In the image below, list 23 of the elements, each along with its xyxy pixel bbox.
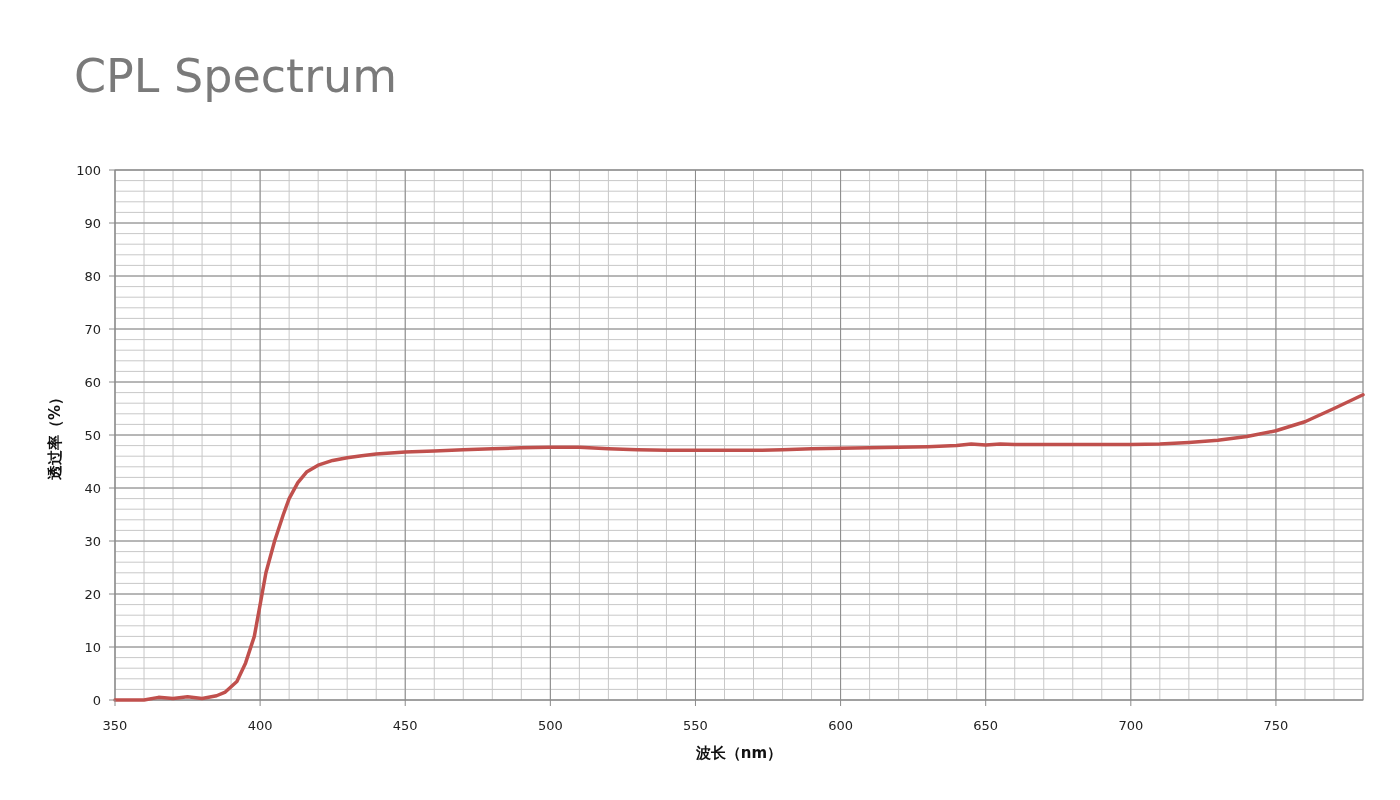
y-tick-label: 80 <box>84 268 101 284</box>
y-tick-label: 50 <box>84 427 101 443</box>
y-axis-title: 透过率（%） <box>46 389 64 482</box>
y-tick-label: 0 <box>92 692 101 708</box>
x-tick-label: 650 <box>973 718 999 733</box>
chart-title: CPL Spectrum <box>74 49 398 103</box>
y-tick-label: 30 <box>84 533 101 549</box>
x-tick-label: 400 <box>247 718 273 733</box>
y-tick-label: 10 <box>84 639 101 655</box>
y-tick-label: 20 <box>84 586 101 602</box>
y-tick-label: 60 <box>84 374 101 390</box>
y-tick-label: 70 <box>84 321 101 337</box>
x-tick-label: 500 <box>537 718 563 733</box>
x-tick-label: 750 <box>1263 718 1289 733</box>
x-tick-label: 350 <box>102 718 128 733</box>
x-tick-label: 550 <box>683 718 708 733</box>
y-tick-label: 90 <box>84 215 101 231</box>
x-tick-label: 700 <box>1118 718 1144 733</box>
y-tick-label: 100 <box>76 162 101 178</box>
x-tick-label: 600 <box>828 718 853 733</box>
y-tick-label: 40 <box>84 480 101 496</box>
x-axis-title: 波长（nm） <box>694 744 783 762</box>
x-tick-label: 450 <box>392 718 418 733</box>
